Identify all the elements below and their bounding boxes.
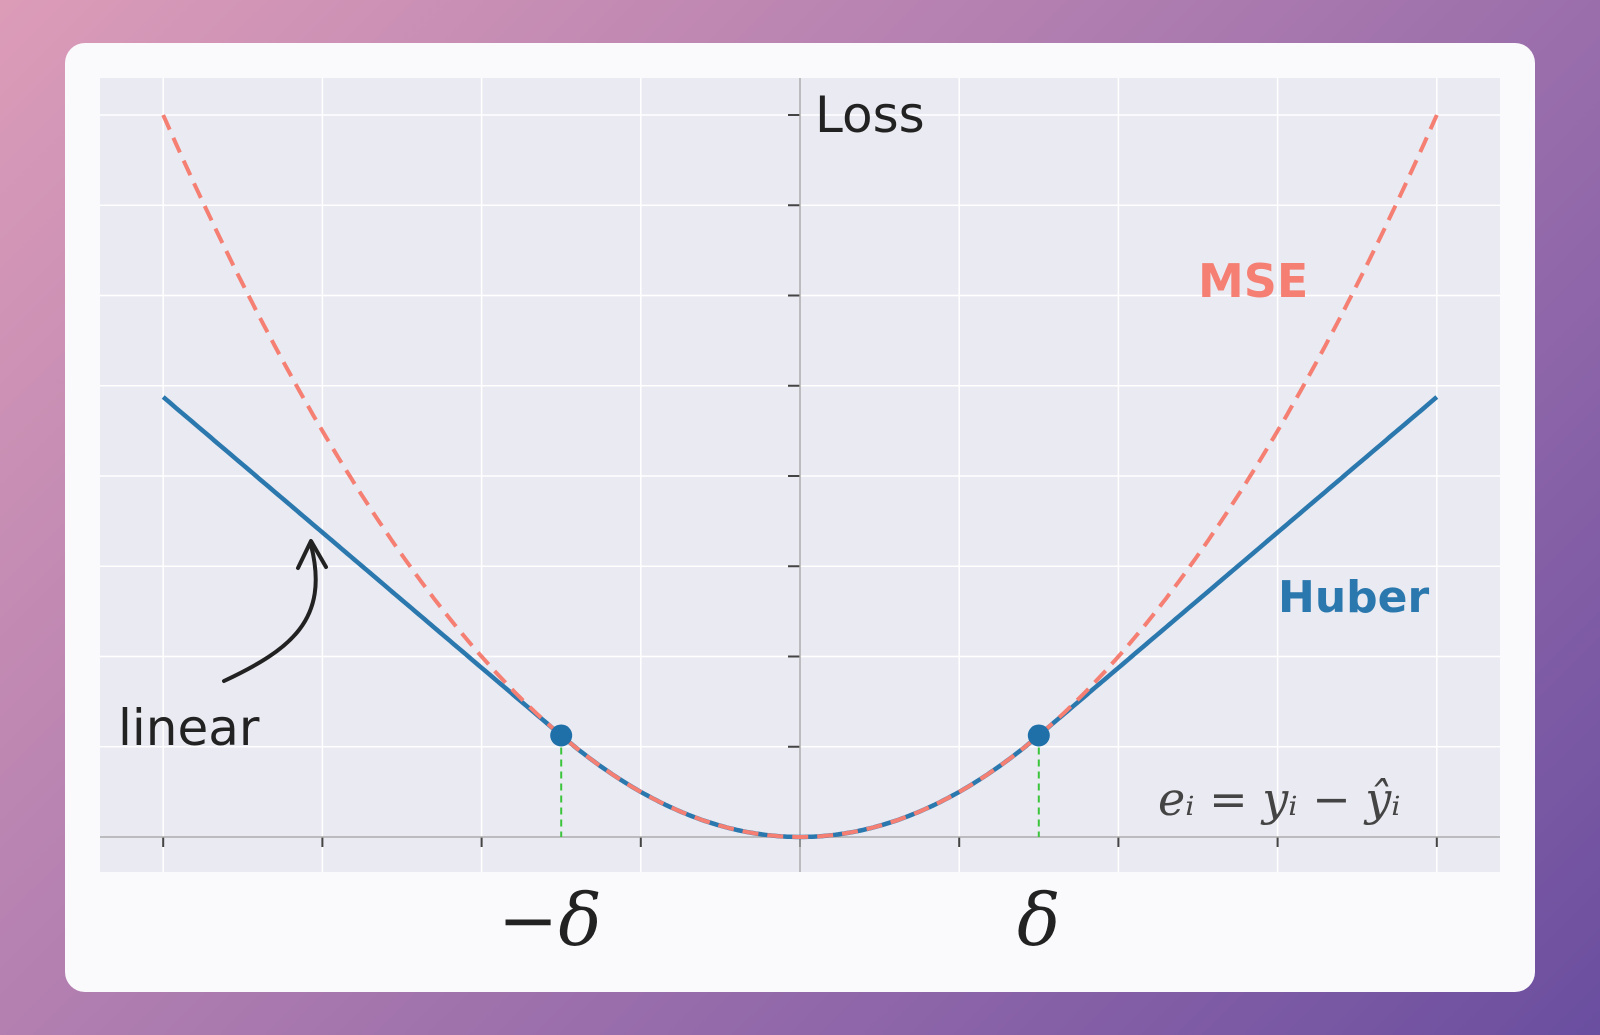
annotation-linear: linear xyxy=(118,699,260,757)
legend-mse: MSE xyxy=(1198,254,1308,308)
delta-marker-neg xyxy=(550,724,573,747)
annotation-arrow xyxy=(222,543,318,683)
delta-marker-pos xyxy=(1027,724,1050,747)
formula-label: eᵢ = yᵢ − ŷᵢ xyxy=(1158,772,1401,826)
y-axis-label: Loss xyxy=(815,86,925,144)
x-tick-label-delta: δ xyxy=(1017,878,1060,962)
legend-huber: Huber xyxy=(1278,572,1429,623)
x-tick-label-neg-delta: −δ xyxy=(498,878,602,962)
mse-curve xyxy=(161,114,1439,839)
annotation-arrowhead-icon xyxy=(296,539,328,570)
